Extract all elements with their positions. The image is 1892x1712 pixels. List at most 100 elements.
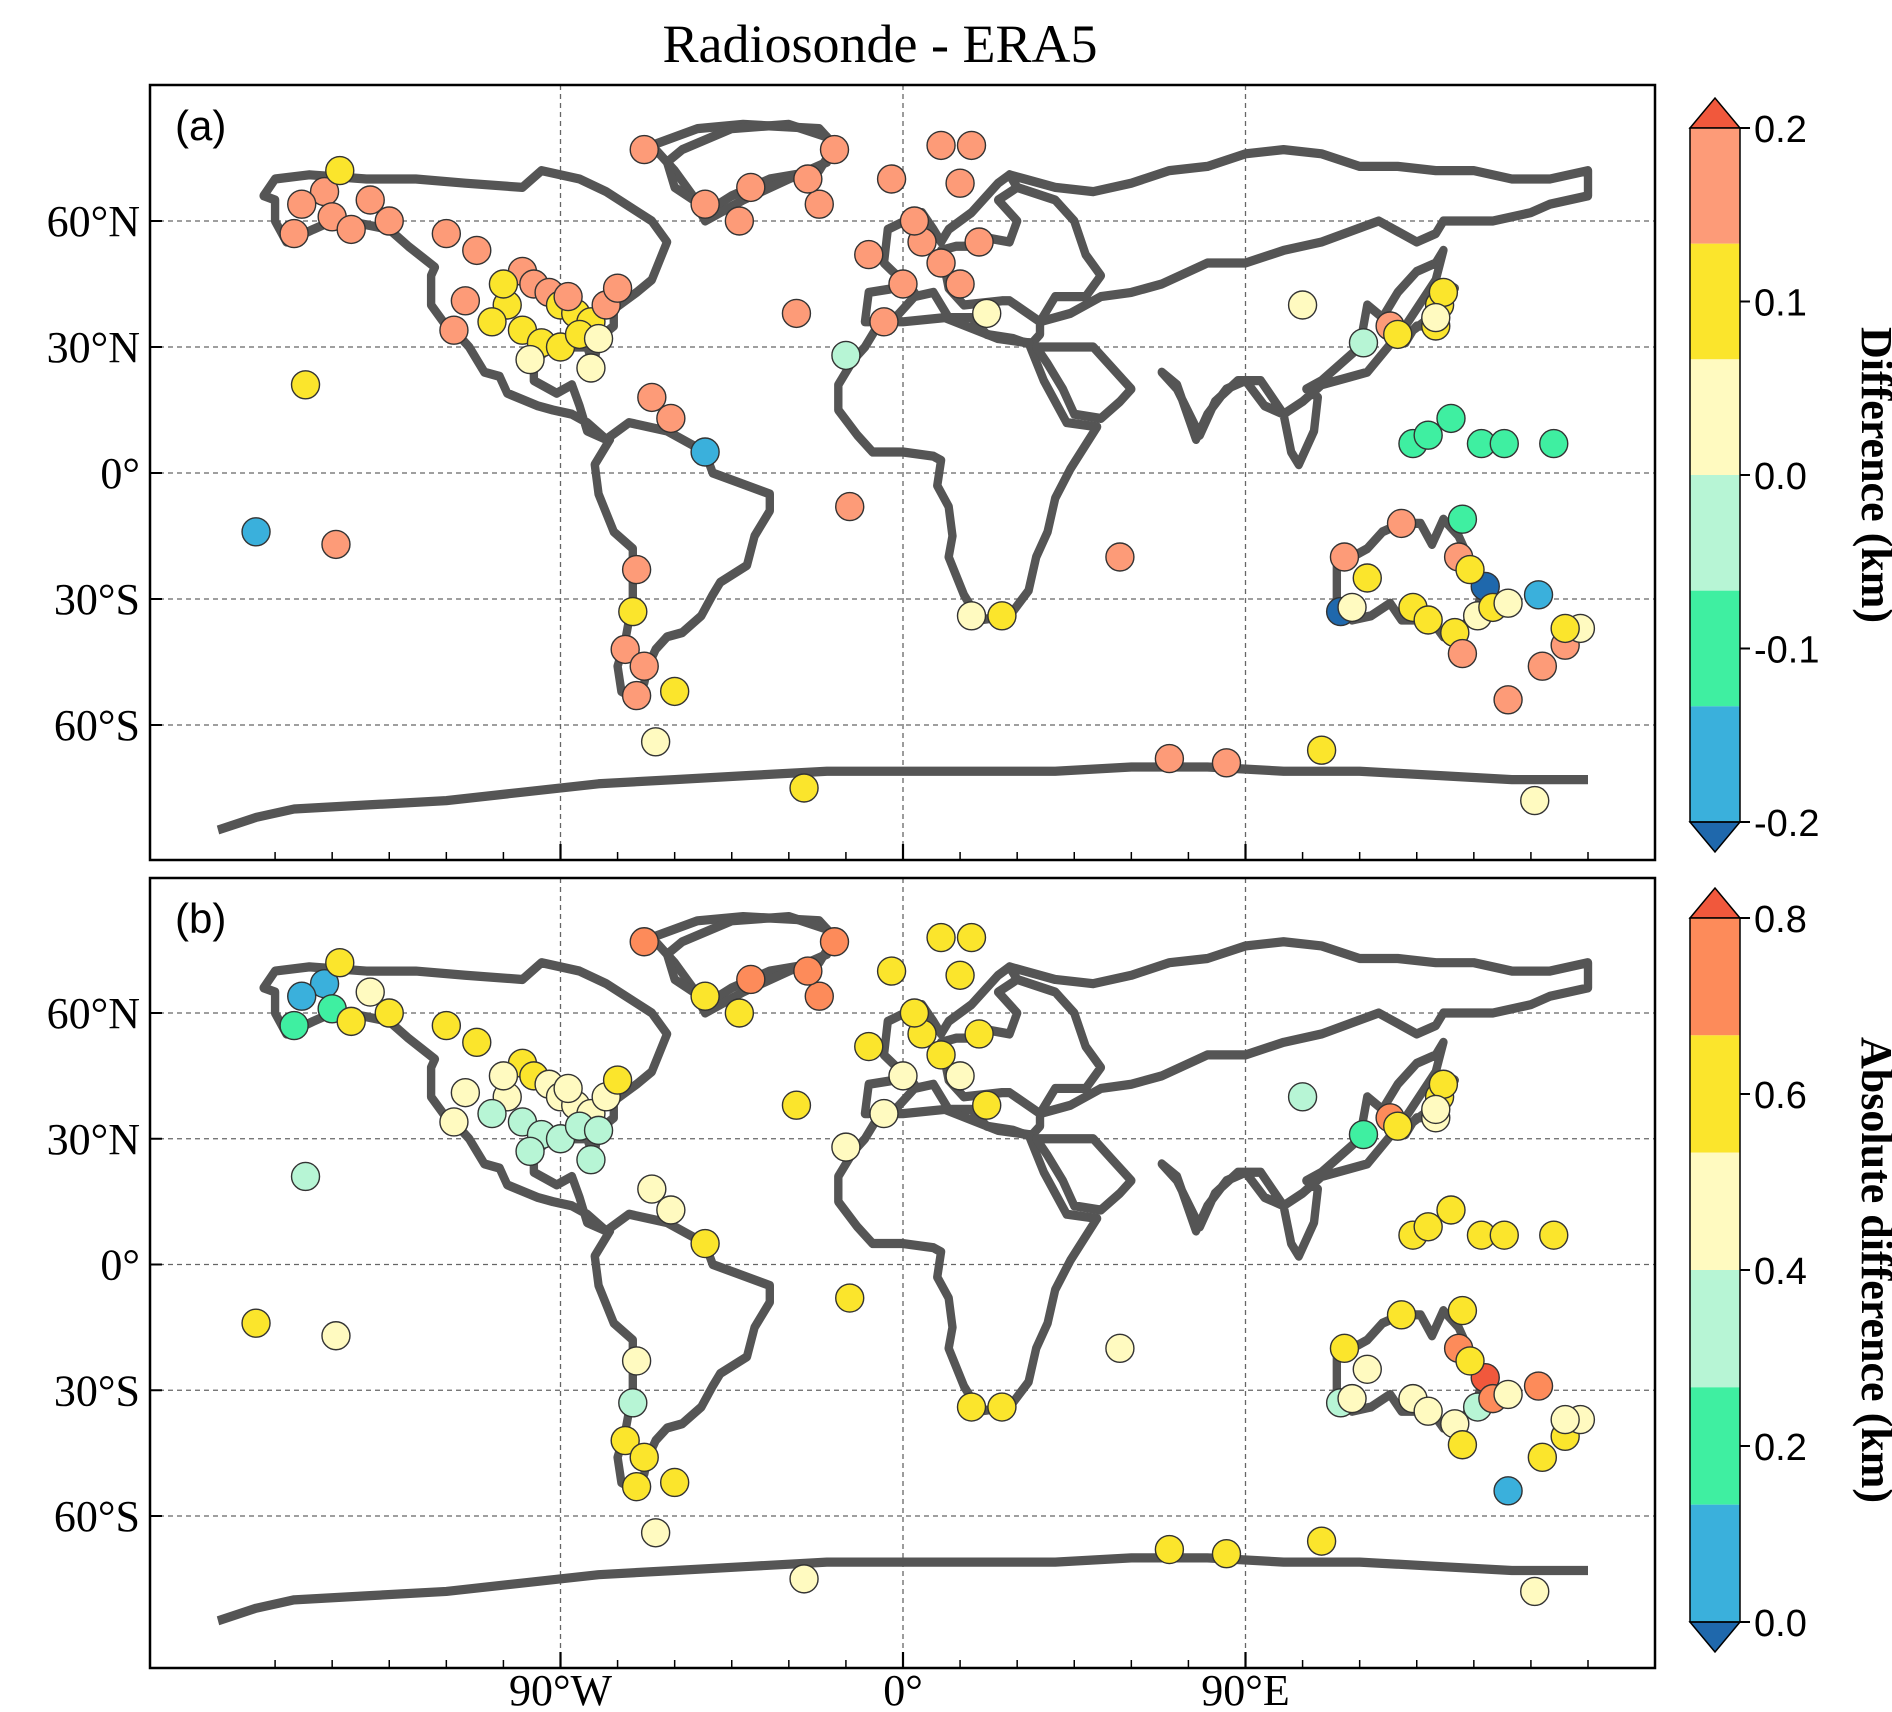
station-marker — [1493, 588, 1523, 618]
station-marker — [1447, 504, 1478, 534]
station-marker — [1428, 277, 1459, 308]
colorbar-tick-label: -0.1 — [1754, 630, 1819, 672]
station-marker — [1421, 1094, 1451, 1125]
station-marker — [831, 1132, 861, 1162]
station-marker — [804, 189, 834, 219]
colorbar-extend-min — [1688, 821, 1742, 854]
lat-tick-label: 60°S — [54, 1492, 140, 1541]
station-marker — [804, 981, 834, 1011]
colorbar-extend-min — [1688, 1621, 1742, 1654]
station-marker — [835, 1283, 865, 1313]
lat-tick-label: 30°N — [47, 1115, 140, 1164]
colorbar-tick-label: 0.2 — [1754, 109, 1807, 151]
station-marker — [964, 1019, 994, 1049]
station-marker — [1383, 319, 1413, 350]
station-marker — [690, 437, 720, 467]
station-marker — [987, 601, 1017, 631]
colorbar-bin — [1690, 475, 1740, 591]
colorbar-tick-label: 0.6 — [1754, 1075, 1807, 1117]
station-marker — [1105, 542, 1135, 572]
station-marker — [287, 189, 317, 219]
station-marker — [1348, 328, 1379, 358]
station-marker — [1306, 1526, 1337, 1556]
station-marker — [621, 1471, 652, 1502]
station-marker — [1447, 1295, 1478, 1326]
colorbar-extend-max — [1688, 886, 1742, 919]
panel-label: (a) — [175, 102, 226, 149]
station-marker — [1413, 605, 1443, 635]
station-marker — [439, 1107, 469, 1137]
station-marker — [374, 206, 404, 236]
station-marker — [602, 273, 633, 303]
station-marker — [1520, 785, 1550, 816]
station-marker — [515, 344, 545, 375]
station-marker — [618, 596, 648, 627]
colorbar-bin — [1690, 706, 1740, 822]
station-marker — [656, 403, 686, 434]
station-marker — [736, 964, 766, 995]
station-marker — [488, 269, 519, 299]
station-marker — [1493, 1379, 1523, 1410]
lat-tick-label: 60°S — [54, 701, 140, 750]
station-marker — [956, 922, 987, 953]
station-marker — [462, 1027, 492, 1058]
station-marker — [1348, 1119, 1379, 1150]
station-marker — [789, 1564, 819, 1594]
station-marker — [431, 218, 462, 249]
station-marker — [1447, 1430, 1478, 1460]
station-marker — [899, 998, 930, 1028]
station-marker — [1539, 428, 1569, 459]
station-marker — [1493, 685, 1523, 715]
colorbar-bin — [1690, 128, 1740, 244]
station-marker — [610, 634, 640, 665]
station-marker — [1329, 1333, 1360, 1364]
colorbar-bin — [1690, 1152, 1740, 1270]
colorbar-a: 0.2 0.1 0.0 -0.1 -0.2 Difference (km) — [1688, 96, 1892, 854]
station-marker — [1413, 1212, 1443, 1242]
colorbar-title: Difference (km) — [1852, 327, 1892, 623]
colorbar-tick-label: 0.4 — [1754, 1251, 1807, 1293]
colorbar-bin — [1690, 1504, 1740, 1622]
station-marker — [462, 235, 492, 266]
lon-tick-label: 90°E — [1201, 1666, 1289, 1712]
station-marker — [854, 239, 884, 270]
lat-tick-label: 0° — [100, 1241, 140, 1290]
station-marker — [956, 130, 987, 161]
station-marker — [1211, 748, 1242, 778]
station-marker — [1383, 1111, 1413, 1141]
station-marker — [736, 172, 766, 203]
station-marker — [1154, 743, 1185, 774]
station-marker — [1211, 1539, 1242, 1569]
station-marker — [926, 248, 956, 278]
station-marker — [1421, 302, 1451, 333]
station-marker — [553, 281, 583, 312]
station-marker — [488, 1061, 519, 1091]
station-marker — [899, 206, 930, 236]
station-marker — [1447, 638, 1478, 669]
station-marker — [602, 1065, 633, 1095]
station-marker — [1523, 1371, 1554, 1401]
station-marker — [336, 1006, 366, 1037]
station-marker — [1287, 1082, 1318, 1112]
station-marker — [325, 948, 355, 978]
station-marker — [869, 1098, 899, 1129]
station-marker — [1386, 508, 1417, 539]
station-marker — [1428, 1069, 1459, 1099]
station-marker — [724, 206, 755, 236]
station-marker — [610, 1425, 640, 1456]
station-marker — [926, 1040, 956, 1070]
station-marker — [637, 1174, 667, 1204]
colorbar-bin — [1690, 918, 1740, 1036]
lat-tick-label: 30°S — [54, 1366, 140, 1415]
lat-tick-label: 30°S — [54, 575, 140, 624]
station-marker — [835, 491, 865, 522]
lat-tick-label: 60°N — [47, 989, 140, 1038]
station-marker — [1550, 1404, 1580, 1435]
station-marker — [637, 382, 667, 413]
station-marker — [1306, 735, 1337, 765]
colorbar-bin — [1690, 590, 1740, 707]
station-marker — [336, 214, 366, 245]
station-marker — [690, 189, 720, 219]
station-marker — [659, 676, 690, 707]
station-marker — [926, 130, 956, 161]
